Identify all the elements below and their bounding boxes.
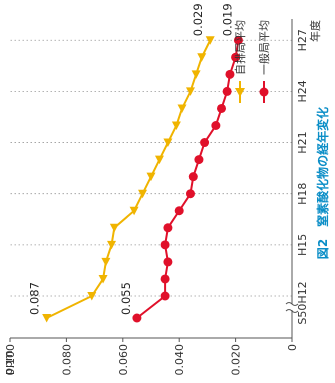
axis-break-line [285,302,299,306]
data-point [185,87,195,96]
data-point [225,69,235,79]
data-point [174,206,184,216]
x-tick-label: H15 [296,234,309,256]
data-label: 0.019 [220,3,234,36]
data-point [205,36,215,45]
data-point [42,314,52,323]
legend-label: 自排局平均 [233,20,247,75]
y-tick-label: 0.080 [60,344,73,376]
data-point [101,257,111,267]
y-tick-label: 0.020 [230,344,243,376]
series-line [46,39,212,319]
legend-label: 一般局平均 [258,20,271,75]
y-tick-label: 0.060 [117,344,130,376]
axis-break-mark [285,302,299,313]
data-label: 0.029 [191,3,205,36]
data-point [231,52,241,62]
data-point [188,172,198,182]
data-point [160,274,170,284]
data-point [171,121,181,130]
y-tick-label: 0.040 [173,344,186,376]
data-point [233,35,243,45]
x-tick-label: H24 [296,80,309,102]
y-tick-label: 0 [286,344,299,351]
data-point [107,240,117,250]
legend: 自排局平均 一般局平均 [233,20,271,103]
data-point [163,223,173,233]
y-tick-label: 0.100 [4,344,17,376]
axes [10,19,299,339]
data-label: 0.055 [119,282,133,315]
x-tick-label: H21 [296,131,309,153]
y-unit-label: ppm [2,350,15,375]
data-point [146,172,156,182]
data-point [197,53,207,62]
data-label: 0.087 [28,282,42,315]
data-point [194,155,204,165]
x-tick-label: S50H12 [296,281,309,324]
data-point [132,313,142,323]
data-point [200,138,210,148]
data-point [217,103,226,113]
x-tick-label: H27 [296,29,309,51]
legend-marker [235,88,245,97]
data-point [160,240,170,250]
axis-break-line [285,309,299,313]
data-point [163,257,173,267]
series-line [136,40,240,319]
data-point [177,104,187,113]
data-point [154,155,164,165]
data-point [222,86,232,96]
legend-marker [259,87,269,97]
data-point [109,223,119,233]
data-labels: 0.087 0.029 0.055 0.019 [28,3,235,315]
data-point [163,138,173,148]
data-point [138,189,148,199]
data-point [211,121,221,130]
x-unit-label: 年度 [308,20,322,42]
rotated-chart-group: 0 0.020 0.040 0.060 0.080 0.100 S50H12 H15 H18 H2… [2,3,330,375]
data-point [160,291,170,301]
data-point [185,189,195,199]
data-point [129,206,139,216]
data-point [87,292,97,301]
grid [10,39,292,297]
figure-caption: 図2 窒素酸化物の経年変化 [315,107,330,259]
data-point [98,274,108,284]
series [42,35,243,323]
ticks: 0 0.020 0.040 0.060 0.080 0.100 S50H12 H15 H18 H2… [4,29,309,375]
data-point [191,70,201,79]
x-tick-label: H18 [296,183,309,205]
